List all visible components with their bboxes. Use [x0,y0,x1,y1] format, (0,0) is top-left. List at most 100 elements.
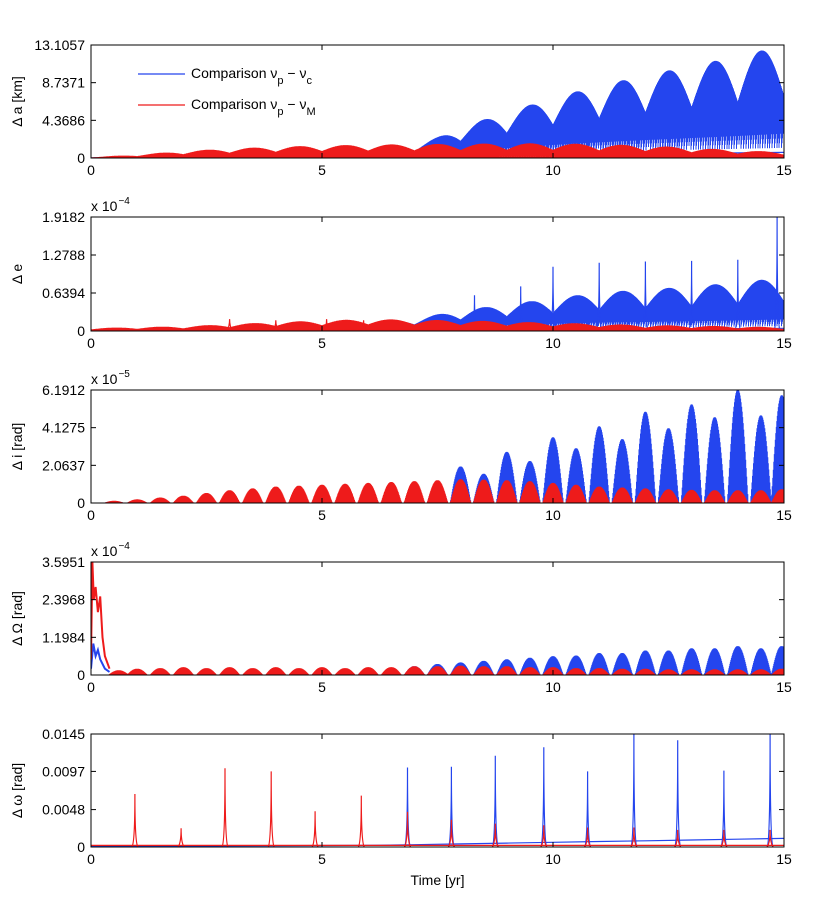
series-vp-vc [103,390,784,503]
lobe-mark [380,667,402,675]
spike-mark [766,829,774,847]
y-tick-label: 3.5951 [42,554,85,570]
spike-mark [641,261,649,331]
x-tick-label: 0 [87,851,95,867]
plot-area [91,217,784,331]
spike-mark [630,734,638,847]
plot-area [103,390,784,503]
x-tick-label: 5 [318,679,326,695]
lobe-mark [265,667,287,675]
lobe-mark [542,437,564,503]
spike-mark [720,770,728,847]
lobe-mark [727,490,749,503]
lobe-mark [219,667,241,675]
lobe-mark [681,669,703,675]
legend: Comparison νp − νc Comparison νp − νM [138,65,316,118]
y-tick-label: 4.1275 [42,420,85,436]
lobe-mark [265,486,287,503]
lobe-mark [473,666,495,675]
plot-area [91,562,784,675]
lobe-mark [727,669,749,675]
lobe-mark [634,668,656,675]
lobe-mark [172,495,194,503]
panel-raan: 0 5 10 15 0 1.1984 2.3968 3.5951 Δ Ω [rad] x 10−4 [9,541,792,695]
lobe-mark [658,669,679,675]
lobe-mark [126,499,148,503]
y-axis-label: Δ a [km] [9,76,25,127]
lobe-mark [588,653,610,675]
spike-mark [403,767,412,847]
lobe-mark [196,668,217,675]
lobe-mark [565,484,587,503]
lobe-mark [542,667,564,675]
lobe-mark [565,655,587,675]
lobe-mark [242,668,264,675]
spike-mark [226,319,234,331]
spike-mark [734,259,742,331]
y-tick-label: 0 [77,495,85,511]
x-tick-label: 10 [545,851,561,867]
y-tick-label: 1.9182 [42,209,85,225]
lobe-mark [727,646,749,675]
lobe-mark [704,648,726,675]
lobe-mark [634,488,656,503]
series-vp-vM [103,479,784,503]
x-tick-label: 0 [87,679,95,695]
lobe-mark [427,666,448,675]
x-tick-label: 0 [87,162,95,178]
spike-mark [221,768,229,847]
spike-mark [674,740,682,847]
y-tick-label: 4.3686 [42,112,85,128]
lobe-mark [149,668,171,675]
y-tick-label: 0 [77,323,85,339]
axes-box [90,561,785,676]
y-tick-label: 0.0145 [42,726,85,742]
axes-box [90,44,785,159]
y-tick-label: 0 [77,667,85,683]
x-tick-label: 15 [776,507,792,523]
y-tick-label: 0.0097 [42,763,85,779]
axes-box [90,733,785,848]
lobe-mark [496,480,518,503]
lobe-mark [565,668,587,675]
spike-mark [540,747,548,847]
lobe-mark [634,411,656,503]
y-scale-multiplier: x 10−5 [91,369,130,387]
legend-label: Comparison νp − νM [191,96,316,118]
lobe-mark [496,666,518,675]
x-tick-label: 5 [318,162,326,178]
lobe-mark [427,480,448,503]
lobe-mark [565,448,587,503]
lobe-mark [172,667,194,675]
y-tick-label: 0.6394 [42,285,85,301]
y-axis-label: Δ ω [rad] [9,763,25,818]
lobe-mark [658,650,679,675]
lobe-mark [611,487,633,503]
spike-mark [720,829,728,847]
spike-mark [357,795,365,847]
lobe-mark [334,483,356,503]
lobe-mark [588,426,610,503]
spike-mark [447,766,455,847]
lobe-mark [658,428,679,503]
spike-mark [773,217,781,331]
y-tick-label: 0 [77,150,85,166]
spike-mark [403,811,412,847]
spike-mark [323,319,331,331]
lobe-mark [450,479,472,503]
plot-area [91,734,784,847]
lobe-mark [357,667,379,675]
x-tick-label: 0 [87,335,95,351]
y-axis-label: Δ i [rad] [9,423,25,470]
panel-eccentricity: 0 5 10 15 0 0.6394 1.2788 1.9182 Δ e x 10−4 [9,196,792,351]
x-tick-label: 5 [318,507,326,523]
spike-mark [595,262,603,331]
series-vp-vc [91,217,784,331]
lobe-mark [542,482,564,503]
x-tick-label: 10 [545,679,561,695]
x-tick-label: 10 [545,335,561,351]
y-scale-multiplier: x 10−4 [91,196,130,214]
x-tick-label: 10 [545,507,561,523]
series-vp-vM [91,768,784,847]
